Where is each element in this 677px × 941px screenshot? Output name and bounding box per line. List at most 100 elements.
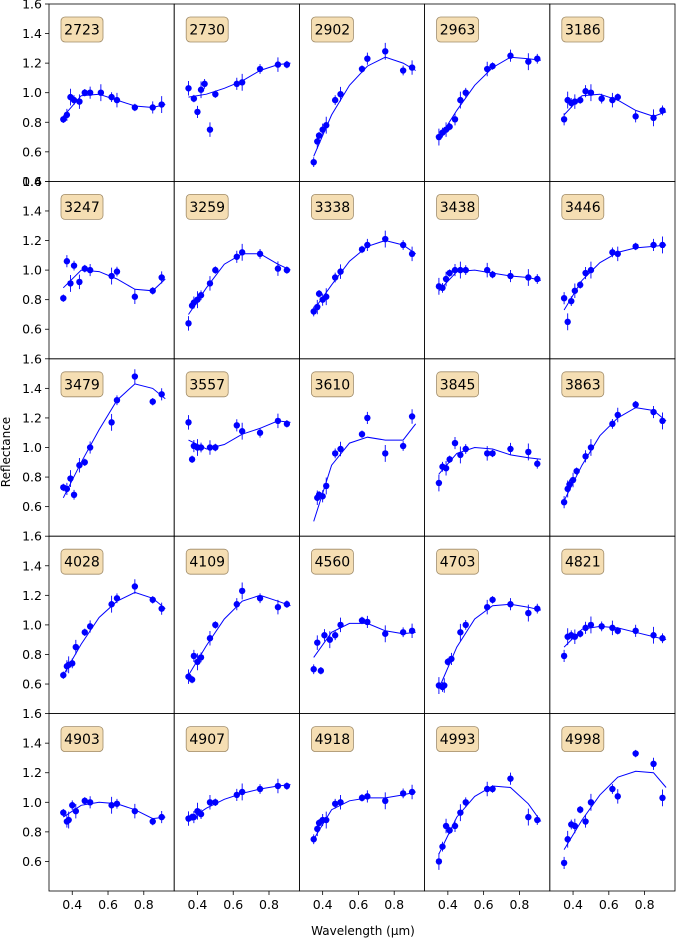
data-point [67,280,74,287]
data-point [489,450,496,457]
data-point [72,807,80,815]
data-point [238,788,246,796]
data-point [206,126,214,133]
y-tick-label: 0.6 [22,854,42,869]
data-point [659,107,666,114]
data-point [311,540,317,546]
panel-3610: 3610 [298,358,425,546]
data-point [451,439,459,447]
data-point [577,806,584,813]
x-tick-label: 0.8 [134,897,154,912]
data-point [358,617,366,624]
panel-3446: 3446 [549,180,676,360]
panel-label: 3446 [565,200,601,216]
data-point [149,818,156,825]
data-point [439,284,446,292]
y-tick-label: 1.4 [22,736,42,751]
panel-label: 3186 [565,23,601,39]
data-point [60,809,67,816]
data-point [158,391,165,398]
data-point [399,442,407,450]
data-point [587,621,595,629]
data-point [315,132,323,139]
data-point [149,287,156,294]
y-tick-label: 0.4 [22,174,42,189]
data-point [525,813,532,821]
data-point [188,676,196,683]
data-point [72,643,80,651]
data-point [86,799,94,806]
data-point [566,481,573,488]
data-point [206,444,214,451]
panel-2902: 2902 [298,3,425,182]
y-tick-label: 1.6 [22,0,42,12]
data-point [131,807,139,815]
x-tick-label: 0.4 [313,897,333,912]
data-point [435,479,443,487]
data-point [197,444,205,451]
data-point [358,794,366,802]
data-point [451,822,459,830]
data-point [190,813,198,821]
data-point [256,250,264,258]
data-point [382,235,389,243]
y-tick-label: 1.0 [22,85,42,100]
panel-label: 2963 [440,23,476,39]
data-point [560,294,568,302]
data-point [457,266,464,274]
data-point [573,467,580,475]
data-point [457,629,464,636]
data-point [571,287,579,294]
model-curve [188,253,291,315]
panel-label-box [60,726,104,752]
panel-label: 3479 [64,377,100,393]
data-point [614,411,621,419]
panel-label: 4028 [64,555,100,571]
panel-label-box [60,371,104,398]
panel-label-box [185,548,229,575]
data-point [435,858,443,865]
data-point [560,116,568,123]
data-point [310,308,317,315]
data-point [462,621,469,629]
panel-label-box [561,193,605,220]
data-point [197,654,205,661]
data-point [441,682,448,689]
data-point [108,272,115,280]
data-point [185,85,192,92]
data-point [212,90,219,98]
data-point [489,785,496,793]
data-point [233,80,240,88]
panel-4560: 4560 [298,535,425,715]
y-tick-label: 1.4 [22,558,42,573]
panel-label: 4821 [565,555,601,571]
data-point [149,398,156,405]
data-point [274,603,282,611]
data-point [659,241,666,249]
data-point [314,639,321,646]
data-point [158,101,165,108]
data-point [659,417,666,425]
data-point [582,88,589,95]
model-curve [438,785,542,855]
data-point [319,126,326,133]
panel-3863: 3863 [549,358,676,537]
data-point [614,250,621,258]
data-point [108,802,115,809]
data-point [197,810,205,818]
data-point [358,246,366,253]
data-point [86,444,94,451]
data-point [63,485,71,493]
y-tick-label: 0.8 [22,824,42,839]
panel-label-box [60,193,104,220]
data-point [560,652,568,660]
data-point [131,373,139,380]
panel-label-box [561,548,605,575]
panel-label-box [310,371,354,398]
data-point [190,95,198,102]
panel-4903: 4903 0.6 0.8 1.0 1.2 1.4 1.6 0.4 0.6 0.8 [22,706,175,912]
model-curve [563,770,667,850]
x-tick-label: 0.6 [474,897,494,912]
data-point [310,158,317,166]
data-point [314,825,321,833]
